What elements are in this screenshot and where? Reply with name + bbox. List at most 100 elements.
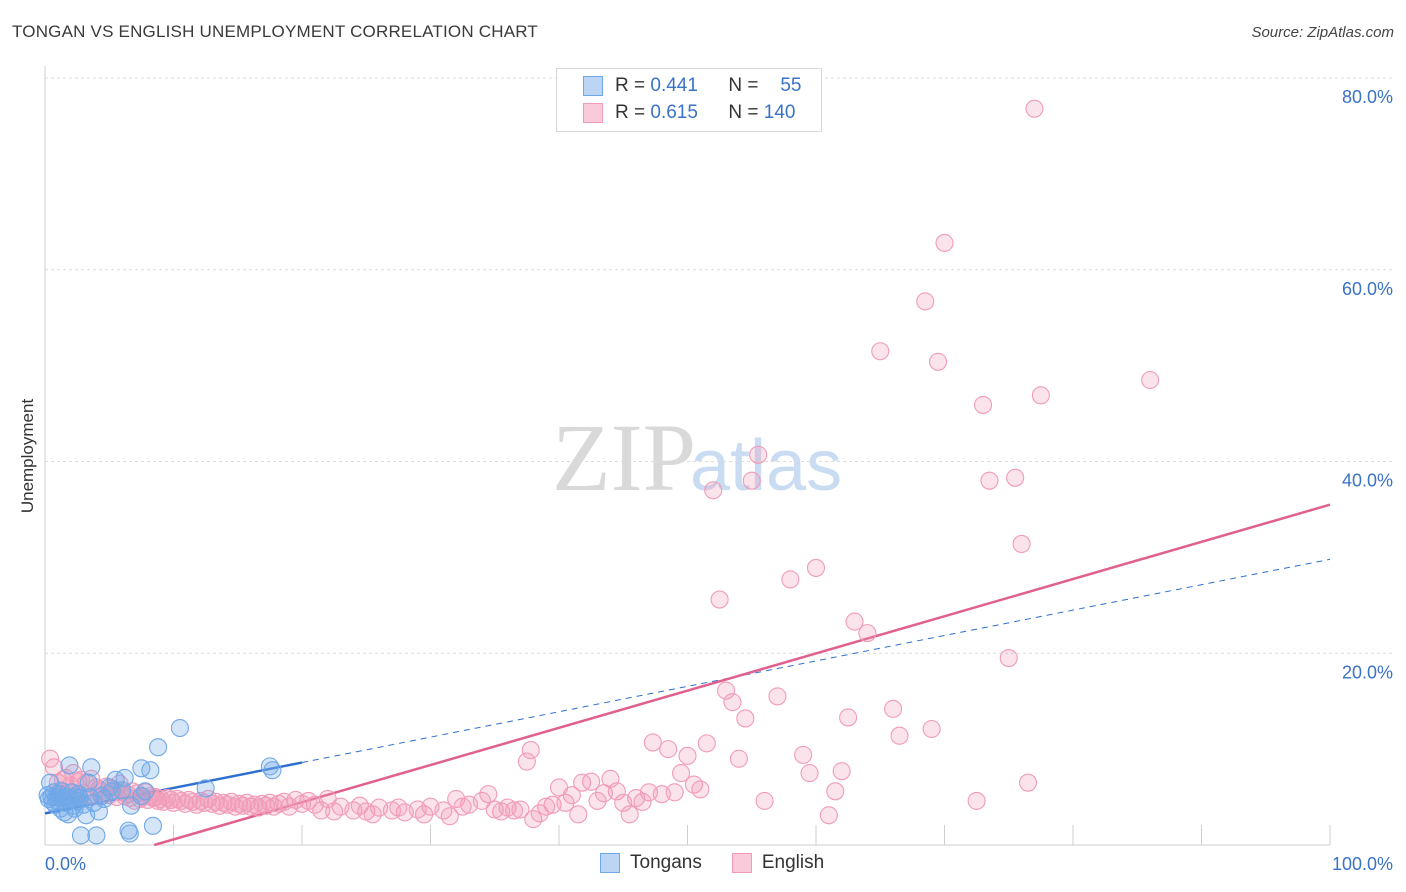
english-point	[363, 805, 382, 824]
english-point	[312, 801, 331, 820]
english-point	[916, 292, 935, 311]
english-point	[845, 612, 864, 631]
english-point	[723, 693, 742, 712]
tongans-point	[115, 768, 134, 787]
english-point	[749, 445, 768, 464]
english-point	[858, 624, 877, 643]
english-point	[884, 699, 903, 718]
tongans-point	[136, 782, 155, 801]
english-point	[832, 762, 851, 781]
english-point	[264, 797, 283, 816]
english-point	[967, 791, 986, 810]
tongans-point	[87, 826, 106, 845]
english-point	[742, 471, 761, 490]
watermark-zip: ZIP	[552, 404, 696, 511]
english-swatch	[583, 103, 603, 123]
x-tick-label: 100.0%	[1332, 854, 1393, 874]
english-point	[768, 687, 787, 706]
tongans-n-value: 55	[780, 75, 802, 96]
watermark-atlas: atlas	[690, 426, 842, 506]
english-point	[274, 792, 294, 811]
tongans-point	[106, 770, 125, 789]
english-point	[665, 783, 684, 802]
english-point	[973, 395, 993, 414]
tongans-point	[71, 826, 91, 845]
tongans-trendline-extension	[301, 558, 1331, 764]
english-legend-swatch	[731, 853, 752, 873]
english-point	[922, 719, 941, 739]
english-point	[511, 800, 530, 819]
english-point	[697, 734, 716, 753]
english-legend-label: English	[761, 852, 825, 873]
english-point	[736, 709, 755, 728]
english-r-label: R =	[615, 102, 646, 123]
tongans-point	[149, 738, 168, 757]
watermark: ZIP atlas	[552, 404, 842, 511]
english-point	[800, 764, 819, 783]
english-point	[1141, 370, 1160, 390]
tongans-swatch	[583, 76, 603, 96]
english-point	[569, 805, 588, 824]
english-point	[530, 804, 549, 823]
y-tick-label: 80.0%	[1342, 87, 1393, 107]
tongans-point	[143, 816, 162, 835]
tongans-point	[95, 789, 114, 809]
series-legend: Tongans English	[600, 852, 854, 874]
tongans-point	[60, 756, 79, 775]
english-point	[537, 797, 556, 816]
tongans-r-value: 0.441	[650, 75, 698, 96]
english-point	[44, 758, 64, 777]
english-point	[729, 749, 748, 768]
english-point	[453, 797, 472, 816]
english-point	[582, 772, 601, 791]
english-point	[1025, 99, 1044, 118]
english-point	[691, 780, 710, 799]
stats-legend: R = 0.441 N = 55 R = 0.615 N = 140	[556, 68, 822, 132]
tongans-point	[141, 761, 160, 780]
english-point	[781, 570, 800, 589]
x-tick-label: 0.0%	[45, 854, 86, 874]
english-point	[672, 764, 691, 783]
y-tick-label: 40.0%	[1342, 471, 1393, 491]
source-label: Source: ZipAtlas.com	[1251, 24, 1394, 41]
english-point	[678, 746, 697, 765]
english-point	[607, 782, 626, 801]
legend-item-tongans[interactable]: Tongans	[600, 852, 702, 874]
english-point	[716, 681, 736, 700]
english-point	[479, 785, 498, 804]
english-point	[826, 782, 845, 801]
english-point	[504, 801, 524, 820]
english-point	[472, 791, 491, 810]
english-point	[556, 793, 575, 812]
tongans-point	[170, 718, 189, 738]
chart-title: TONGAN VS ENGLISH UNEMPLOYMENT CORRELATI…	[12, 22, 538, 41]
english-point	[710, 590, 729, 609]
tongans-legend-swatch	[600, 853, 620, 873]
english-point	[935, 233, 954, 252]
legend-item-english[interactable]: English	[731, 852, 825, 874]
english-trendline	[153, 503, 1331, 847]
tongans-point	[263, 761, 282, 780]
legend-row-english: R = 0.615 N = 140	[583, 100, 795, 126]
tongans-legend-label: Tongans	[630, 852, 702, 873]
english-point	[1031, 386, 1050, 405]
tongans-point	[84, 793, 103, 812]
english-point	[415, 805, 434, 824]
tongans-n-label: N =	[728, 75, 759, 96]
english-point	[1018, 773, 1038, 792]
english-r-value: 0.615	[650, 102, 698, 123]
english-point	[929, 352, 948, 371]
english-point	[999, 648, 1018, 668]
english-point	[41, 749, 60, 768]
english-point	[588, 791, 607, 810]
english-point	[794, 745, 813, 764]
english-point	[839, 708, 858, 727]
english-point	[890, 726, 909, 745]
english-point	[871, 342, 890, 361]
english-point	[620, 805, 639, 824]
y-tick-label: 20.0%	[1342, 662, 1393, 682]
english-point	[704, 481, 723, 500]
y-tick-label: 60.0%	[1342, 279, 1393, 299]
english-point	[755, 791, 774, 810]
